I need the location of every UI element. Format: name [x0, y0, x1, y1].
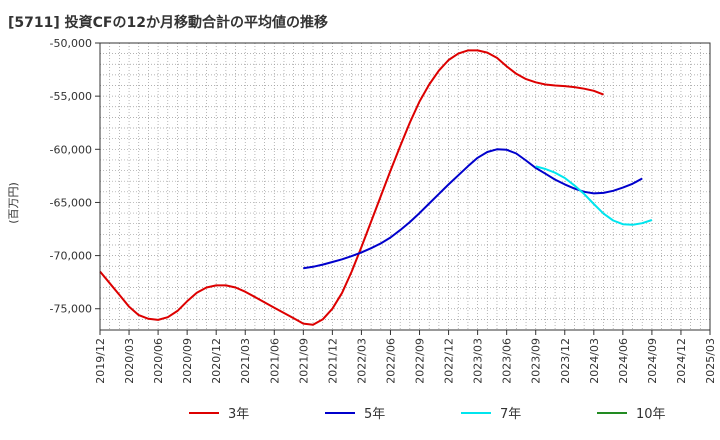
y-tick-label: -65,000 [50, 196, 92, 209]
chart-title: [5711] 投資CFの12か月移動合計の平均値の推移 [8, 15, 328, 31]
x-tick-label: 2020/12 [210, 338, 223, 384]
x-tick-label: 2023/03 [472, 338, 485, 384]
series-line-5年 [303, 148, 643, 270]
x-axis-ticks: 2019/12 2020/03 2020/06 2020/09 2020/12 2021/… [94, 330, 717, 384]
x-tick-label: 2023/09 [530, 338, 543, 384]
x-tick-label: 2024/09 [646, 338, 659, 384]
x-tick-label: 2024/06 [617, 338, 630, 384]
x-tick-label: 2021/06 [268, 338, 281, 384]
series-line-3年 [99, 49, 604, 326]
y-axis-ticks: -50,000 -55,000 -60,000 -65,000 -70,000 -75,0… [50, 37, 100, 316]
x-tick-label: 2019/12 [94, 338, 107, 384]
legend-label: 10年 [636, 407, 666, 422]
x-tick-label: 2020/03 [123, 338, 136, 384]
series-lines [99, 49, 653, 326]
x-tick-label: 2021/12 [326, 338, 339, 384]
legend: 3年 5年 7年 10年 [189, 407, 666, 422]
x-tick-label: 2025/03 [704, 338, 717, 384]
x-tick-label: 2022/12 [443, 338, 456, 384]
legend-label: 5年 [364, 407, 385, 422]
legend-label: 3年 [228, 407, 249, 422]
x-tick-label: 2023/12 [559, 338, 572, 384]
x-tick-label: 2022/09 [414, 338, 427, 384]
x-tick-label: 2021/03 [239, 338, 252, 384]
x-tick-label: 2021/09 [297, 338, 310, 384]
y-tick-label: -50,000 [50, 37, 92, 50]
y-tick-label: -70,000 [50, 250, 92, 263]
x-tick-label: 2023/06 [501, 338, 514, 384]
x-tick-label: 2024/12 [675, 338, 688, 384]
x-tick-label: 2020/09 [181, 338, 194, 384]
x-tick-label: 2022/03 [355, 338, 368, 384]
x-tick-label: 2020/06 [152, 338, 165, 384]
legend-label: 7年 [500, 407, 521, 422]
x-tick-label: 2024/03 [588, 338, 601, 384]
x-tick-label: 2022/06 [384, 338, 397, 384]
y-tick-label: -60,000 [50, 143, 92, 156]
y-tick-label: -75,000 [50, 303, 92, 316]
y-tick-label: -55,000 [50, 90, 92, 103]
y-axis-label: (百万円) [7, 182, 20, 224]
plot-area [100, 43, 710, 330]
series-line-7年 [535, 165, 653, 226]
plot-frame [99, 42, 711, 331]
